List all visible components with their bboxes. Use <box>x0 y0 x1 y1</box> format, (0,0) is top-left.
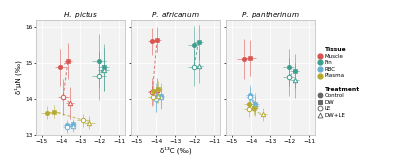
Title: $\it{H.}$ $\it{pictus}$: $\it{H.}$ $\it{pictus}$ <box>63 9 98 20</box>
Title: $\it{P.}$ $\it{africanum}$: $\it{P.}$ $\it{africanum}$ <box>151 10 200 19</box>
Y-axis label: δ¹µN (‰): δ¹µN (‰) <box>15 61 22 95</box>
Title: $\it{P.}$ $\it{pantherinum}$: $\it{P.}$ $\it{pantherinum}$ <box>241 9 300 20</box>
X-axis label: δ¹³C (‰): δ¹³C (‰) <box>160 147 191 154</box>
Legend: Tissue, Muscle, Fin, RBC, Plasma,  , Treatment, Control, DW, LE, DW+LE: Tissue, Muscle, Fin, RBC, Plasma, , Trea… <box>318 47 360 118</box>
